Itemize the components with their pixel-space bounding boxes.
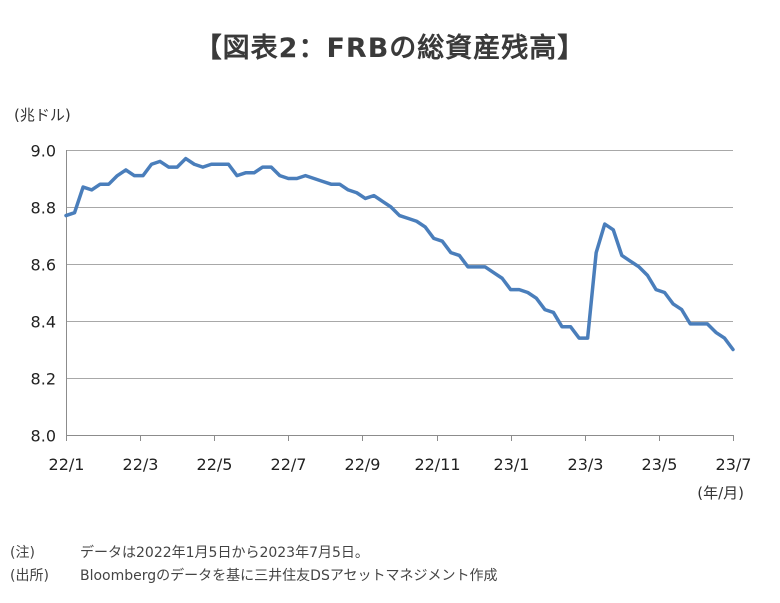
y-tick-label: 8.8 — [31, 199, 56, 218]
x-tick-label: 22/3 — [123, 455, 159, 474]
y-tick-label: 8.6 — [31, 256, 56, 275]
x-tick-label: 23/7 — [716, 455, 752, 474]
x-tick-label: 22/1 — [49, 455, 85, 474]
x-tick-label: 23/3 — [568, 455, 604, 474]
y-tick-label: 8.0 — [31, 427, 56, 446]
series-layer — [64, 156, 735, 352]
x-tick-label: 22/7 — [271, 455, 307, 474]
x-tick-label: 22/9 — [345, 455, 381, 474]
note-text: データは2022年1月5日から2023年7月5日。 — [80, 545, 369, 561]
tick-labels: 9.0 8.8 8.6 8.4 8.2 8.0 22/1 22/3 22/5 22/7 22/9 22… — [31, 142, 752, 475]
x-tick-label: 22/5 — [197, 455, 233, 474]
note-label: (注) — [10, 545, 35, 561]
x-tick-label: 23/5 — [642, 455, 678, 474]
y-tick-label: 8.4 — [31, 313, 56, 332]
y-tick-label: 8.2 — [31, 370, 56, 389]
series-line — [64, 156, 735, 352]
chart-notes: (注) データは2022年1月5日から2023年7月5日。 (出所) Bloom… — [10, 542, 498, 588]
note-row: (注) データは2022年1月5日から2023年7月5日。 — [10, 542, 498, 565]
gridlines — [66, 150, 733, 379]
y-axis-unit-label: (兆ドル) — [14, 106, 71, 124]
source-text: Bloombergのデータを基に三井住友DSアセットマネジメント作成 — [80, 568, 498, 584]
x-tick-label: 22/11 — [414, 455, 460, 474]
chart-title: 【図表2：FRBの総資産残高】 — [194, 33, 586, 64]
x-tick-label: 23/1 — [494, 455, 530, 474]
source-row: (出所) Bloombergのデータを基に三井住友DSアセットマネジメント作成 — [10, 565, 498, 588]
y-tick-label: 9.0 — [31, 142, 56, 161]
source-label: (出所) — [10, 568, 49, 584]
x-axis-unit-label: (年/月) — [697, 484, 744, 502]
axes — [66, 150, 734, 441]
